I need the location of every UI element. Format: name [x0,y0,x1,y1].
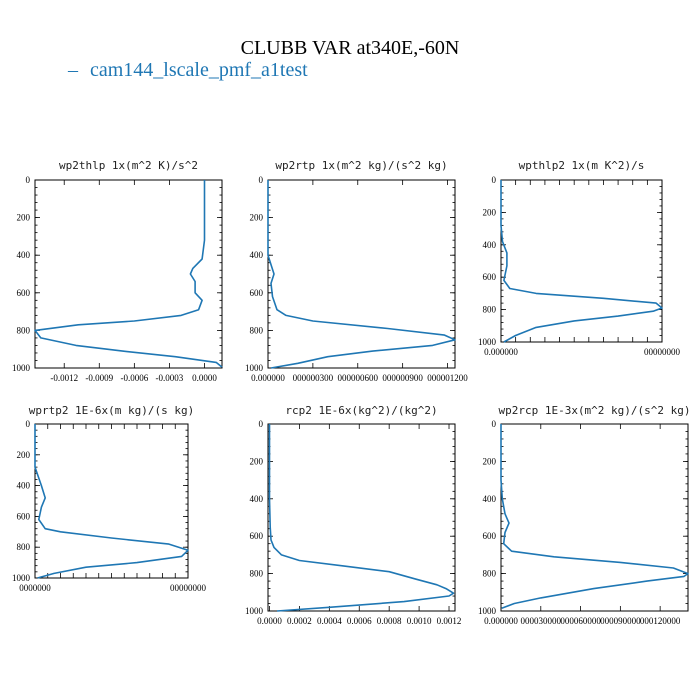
series-line-1 [34,180,223,368]
x-tick-label: 0.000000 [251,373,285,383]
legend: – cam144_lscale_pmf_a1test [67,59,308,81]
plot-frame [267,423,456,612]
y-tick-label: 200 [250,456,264,466]
x-tick-label: -0.0009 [85,373,113,383]
x-tick-label: 00000000 [170,583,207,593]
x-tick-label: 00000000 [644,347,681,357]
y-tick-label: 800 [17,542,31,552]
y-tick-label: 200 [17,213,31,223]
series-line-1 [500,180,663,343]
series-line-1 [268,424,455,612]
x-tick-label: 0.000000 [484,616,518,626]
y-tick-label: 600 [483,531,497,541]
y-tick-label: 400 [17,481,31,491]
y-tick-label: 0 [26,175,31,185]
x-tick-label: 000060000 [560,616,601,626]
x-tick-label: 0000000 [19,583,51,593]
y-tick-label: 400 [250,494,264,504]
figure-title: CLUBB VAR at340E,-60N [241,37,460,59]
y-tick-label: 1000 [245,363,264,373]
x-tick-label: 0.000000 [484,347,518,357]
y-tick-label: 0 [259,175,264,185]
y-tick-label: 1000 [478,606,497,616]
x-tick-label: 0.0004 [317,616,342,626]
series-line-1 [34,424,189,579]
chart-panel-6: wp2rcp 1E-3x(m^2 kg)/(s^2 kg)0 200 400 600 8… [478,404,691,626]
y-tick-label: 0 [492,175,497,185]
y-tick-label: 800 [250,569,264,579]
chart-panel-5: rcp2 1E-6x(kg^2)/(kg^2) 0 200 400 600 800 1000… [245,404,461,626]
y-tick-label: 600 [17,288,31,298]
y-tick-label: 800 [250,325,264,335]
x-tick-label: 0.0008 [377,616,402,626]
y-tick-label: 400 [17,250,31,260]
y-tick-label: 0 [492,419,497,429]
chart-panel-3: wpthlp2 1x(m K^2)/s 0 200 400 600 800 10000.00… [478,159,681,357]
y-tick-label: 200 [483,456,497,466]
legend-dash: – [67,59,79,81]
plot-frame [34,423,189,579]
chart-title: wp2thlp 1x(m^2 K)/s^2 [59,159,198,172]
legend-entry-label: cam144_lscale_pmf_a1test [90,59,308,81]
y-tick-label: 800 [17,325,31,335]
y-tick-label: 200 [483,207,497,217]
y-tick-label: 600 [17,511,31,521]
plot-frame [267,179,456,369]
x-tick-label: 000000300 [293,373,334,383]
chart-panel-1: wp2thlp 1x(m^2 K)/s^2 0 200 400 600 800 1000 -0… [12,159,223,383]
x-tick-label: 000000600 [338,373,379,383]
chart-title: wprtp2 1E-6x(m kg)/(s kg) [29,404,195,417]
x-tick-label: 000090000 [600,616,641,626]
x-tick-label: 0.0006 [347,616,372,626]
chart-panels: wp2thlp 1x(m^2 K)/s^2 0 200 400 600 800 1000 -0… [12,159,691,626]
x-tick-label: -0.0012 [50,373,78,383]
y-tick-label: 600 [483,272,497,282]
y-tick-label: 800 [483,305,497,315]
y-tick-label: 400 [483,494,497,504]
x-tick-label: -0.0006 [120,373,148,383]
plot-frame [500,423,689,612]
plot-frame [34,179,223,369]
y-tick-label: 1000 [478,337,497,347]
chart-title: wp2rtp 1x(m^2 kg)/(s^2 kg) [275,159,447,172]
y-tick-label: 0 [259,419,264,429]
chart-title: wpthlp2 1x(m K^2)/s [519,159,645,172]
x-tick-label: 000120000 [640,616,681,626]
x-tick-label: 0.0010 [407,616,432,626]
y-tick-label: 400 [250,250,264,260]
y-tick-label: 1000 [245,606,264,616]
series-line-1 [267,180,456,369]
y-tick-label: 0 [26,419,31,429]
x-tick-label: 000030000 [521,616,562,626]
x-tick-label: 0.0012 [437,616,462,626]
chart-title: rcp2 1E-6x(kg^2)/(kg^2) [285,404,437,417]
chart-panel-2: wp2rtp 1x(m^2 kg)/(s^2 kg) 0 200 400 600 800 1… [245,159,468,383]
chart-title: wp2rcp 1E-3x(m^2 kg)/(s^2 kg) [498,404,690,417]
x-tick-label: 0.0002 [287,616,312,626]
x-tick-label: 0.0000 [257,616,282,626]
y-tick-label: 200 [17,450,31,460]
y-tick-label: 1000 [12,573,31,583]
y-tick-label: 400 [483,240,497,250]
y-tick-label: 800 [483,569,497,579]
y-tick-label: 600 [250,531,264,541]
y-tick-label: 600 [250,288,264,298]
x-tick-label: 000001200 [427,373,468,383]
x-tick-label: -0.0003 [156,373,184,383]
x-tick-label: 0.0000 [192,373,217,383]
chart-panel-4: wprtp2 1E-6x(m kg)/(s kg) 0 200 400 600 800 10… [12,404,207,593]
y-tick-label: 200 [250,213,264,223]
y-tick-label: 1000 [12,363,31,373]
series-line-1 [500,424,689,609]
plot-frame [500,179,663,343]
x-tick-label: 000000900 [382,373,423,383]
